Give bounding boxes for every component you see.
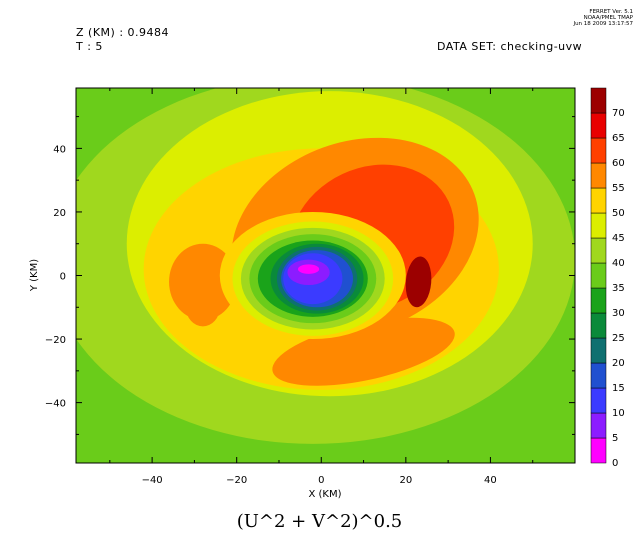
colorbar-label: 70 [612,108,625,119]
time-label: T : 5 [76,40,103,53]
colorbar-label: 20 [612,358,625,369]
colorbar-label: 10 [612,408,625,419]
colorbar-swatch [590,437,607,464]
dataset-label: DATA SET: checking-uvw [437,40,583,53]
x-tick-label: −20 [226,475,247,486]
colorbar-swatch [590,262,607,289]
colorbar-swatch [590,337,607,364]
colorbar-label: 30 [612,308,625,319]
colorbar-swatch [590,237,607,264]
colorbar-label: 50 [612,208,625,219]
colorbar-label: 25 [612,333,625,344]
colorbar-label: 15 [612,383,625,394]
colorbar-swatch [590,412,607,439]
contour-fields [76,88,575,463]
y-tick-label: 40 [53,144,66,155]
ferret-stamp: FERRET Ver. 5.1 NOAA/PMEL TMAP Jun 18 20… [573,9,633,27]
colorbar-swatch [590,287,607,314]
stamp-line: Jun 18 2009 13:17:57 [573,21,633,27]
colorbar-swatch [590,187,607,214]
colorbar-swatch [590,212,607,239]
y-tick-label: 0 [60,272,66,283]
colorbar-swatch [590,137,607,164]
colorbar-label: 60 [612,158,625,169]
x-tick-label: 40 [484,475,497,486]
colorbar-label: 65 [612,133,625,144]
contour-band-55-60-bottom [272,317,455,386]
stamp-line: FERRET Ver. 5.1 [589,9,633,15]
colorbar-swatch [590,312,607,339]
contour-band-0-5 [298,264,320,274]
colorbar-swatch [590,87,607,114]
x-tick-label: −40 [142,475,163,486]
colorbar-label: 55 [612,183,625,194]
colorbar-swatch [590,362,607,389]
colorbar-label: 40 [612,258,625,269]
axes: −40 −20 0 20 40 −40 −20 0 20 40 [45,88,576,486]
x-tick-label: 0 [318,475,324,486]
colorbar-swatch [590,387,607,414]
contour-band-55-60-blob [185,288,220,327]
colorbar: 0 5 10 15 20 25 30 35 40 45 50 55 60 65 70 [590,87,625,469]
stamp-line: NOAA/PMEL TMAP [583,15,633,21]
contour-band-65-70 [405,256,432,308]
colorbar-swatch [590,162,607,189]
contour-band-55-60-left [169,243,237,320]
colorbar-label: 5 [612,433,618,444]
colorbar-swatch [590,112,607,139]
colorbar-label: 0 [612,458,618,469]
y-tick-label: −40 [45,399,66,410]
y-tick-label: 20 [53,208,66,219]
z-level-label: Z (KM) : 0.9484 [76,26,170,39]
colorbar-label: 45 [612,233,625,244]
y-tick-label: −20 [45,335,66,346]
x-axis-label: X (KM) [308,489,341,500]
chart-title: (U^2 + V^2)^0.5 [236,511,403,532]
colorbar-label: 35 [612,283,625,294]
y-axis-label: Y (KM) [29,259,40,292]
x-tick-label: 20 [399,475,412,486]
